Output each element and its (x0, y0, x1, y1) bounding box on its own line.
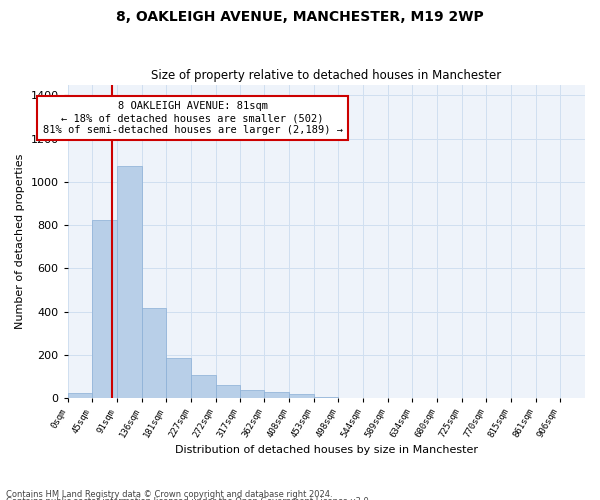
Bar (92, 220, 117, 398)
Text: 8 OAKLEIGH AVENUE: 81sqm
← 18% of detached houses are smaller (502)
81% of semi-: 8 OAKLEIGH AVENUE: 81sqm ← 18% of detach… (43, 102, 343, 134)
X-axis label: Distribution of detached houses by size in Manchester: Distribution of detached houses by size … (175, 445, 478, 455)
Text: 8, OAKLEIGH AVENUE, MANCHESTER, M19 2WP: 8, OAKLEIGH AVENUE, MANCHESTER, M19 2WP (116, 10, 484, 24)
Bar (166, 358, 191, 398)
Bar (142, 308, 166, 398)
Bar (240, 390, 265, 398)
Bar (68, 392, 92, 398)
Bar (314, 397, 338, 398)
Bar (215, 385, 240, 398)
Bar (117, 166, 142, 398)
Bar (191, 376, 215, 398)
Bar (265, 392, 289, 398)
Text: Contains HM Land Registry data © Crown copyright and database right 2024.: Contains HM Land Registry data © Crown c… (6, 490, 332, 499)
Title: Size of property relative to detached houses in Manchester: Size of property relative to detached ho… (151, 69, 502, 82)
Bar (289, 394, 314, 398)
Text: Contains public sector information licensed under the Open Government Licence v3: Contains public sector information licen… (6, 497, 371, 500)
Y-axis label: Number of detached properties: Number of detached properties (15, 154, 25, 329)
